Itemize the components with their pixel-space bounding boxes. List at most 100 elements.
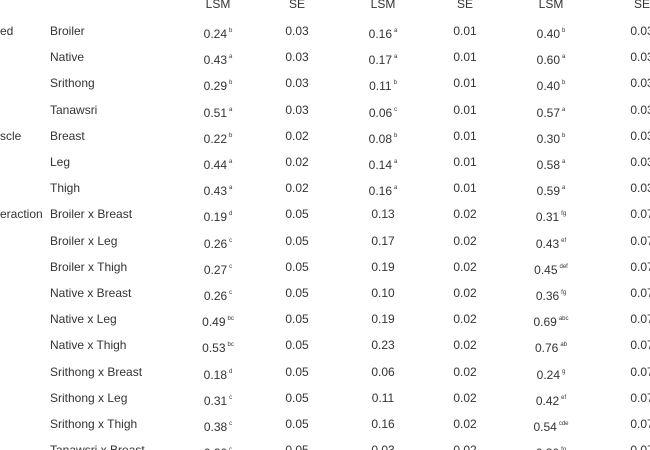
cell: 0.27 c [204, 260, 232, 277]
cell-value: 0.30 [536, 131, 561, 146]
cell-value: 0.03 [630, 102, 650, 117]
row-label: Native x Thigh [50, 338, 127, 353]
cell: 0.02 [453, 365, 476, 379]
cell: 0.02 [453, 338, 476, 352]
cell: 0.19 d [204, 207, 233, 224]
cell-value: 0.40 [536, 27, 561, 41]
cell-value: 0.27 [203, 262, 228, 277]
cell-value: 0.44 [203, 158, 228, 172]
cell-value: 0.06 [371, 364, 395, 379]
row-label: Native x Breast [50, 286, 132, 300]
cell: 0.54 cde [533, 417, 568, 434]
cell-value: 0.11 [371, 390, 395, 405]
cell-value: 0.02 [453, 286, 477, 300]
row-label: Broiler x Thigh [50, 259, 128, 274]
significance-letter: fg [561, 447, 566, 450]
significance-letter: a [394, 159, 398, 165]
cell-value: 0.45 [534, 262, 558, 277]
cell: 0.26 c [204, 286, 232, 303]
cell-value: 0.02 [453, 364, 477, 379]
cell-value: 0.59 [536, 184, 561, 199]
cell: 0.29 b [204, 76, 233, 93]
cell-value: 0.05 [285, 364, 309, 379]
cell-value: 0.03 [285, 24, 309, 38]
cell: 0.03 [630, 181, 650, 195]
row-label: Broiler x Leg [50, 233, 118, 248]
significance-letter: d [229, 368, 233, 375]
cell: 0.05 [285, 391, 308, 405]
cell: 0.02 [453, 260, 476, 274]
cell: 0.19 [371, 260, 394, 274]
cell: 0.31 fg [536, 207, 566, 224]
cell-value: 0.01 [453, 155, 477, 169]
cell: 0.07 [630, 207, 650, 221]
cell-value: 0.06 [368, 105, 393, 120]
cell: 0.10 [371, 286, 394, 300]
cell-value: 0.58 [536, 158, 561, 172]
significance-letter: ef [561, 394, 567, 401]
cell: 0.02 [285, 155, 308, 169]
cell: 0.20c [204, 443, 232, 450]
cell-value: 0.02 [453, 443, 476, 450]
cell-value: 0.02 [453, 417, 477, 431]
cell-value: 0.49 [202, 315, 226, 330]
significance-letter: b [562, 80, 566, 87]
cell-value: 0.30 [536, 446, 559, 450]
cell-value: 0.03 [285, 50, 309, 65]
significance-letter: fg [561, 211, 567, 218]
cell: 0.07 [630, 443, 650, 450]
cell-value: 0.26 [203, 236, 228, 251]
cell-value: 0.19 [203, 210, 228, 225]
group-label: eraction [0, 207, 43, 222]
significance-letter: b [229, 28, 233, 34]
cell: 0.16 a [369, 24, 398, 41]
cell-value: 0.02 [453, 259, 477, 274]
significance-letter: c [229, 421, 233, 427]
cell: 0.03 [630, 103, 650, 117]
cell: 0.38 c [204, 417, 232, 434]
cell: 0.05 [285, 234, 308, 248]
significance-letter: b [394, 132, 398, 139]
significance-letter: cde [558, 421, 569, 427]
cell-value: 0.17 [368, 53, 393, 68]
cell: 0.11 b [369, 76, 397, 93]
cell: 0.22 b [204, 129, 233, 146]
cell-value: 0.43 [535, 236, 560, 251]
cell: 0.01 [453, 50, 476, 64]
cell-value: 0.20 [204, 446, 227, 450]
cell: 0.43 a [204, 50, 233, 67]
cell-value: 0.16 [368, 27, 393, 41]
cell-value: 0.03 [285, 76, 309, 91]
cell: 0.05 [285, 443, 308, 450]
cell: 0.13 [371, 207, 394, 221]
row-label: Srithong x Leg [50, 390, 128, 405]
significance-letter: a [229, 54, 233, 61]
cell: 0.07 [630, 417, 650, 431]
cell: 0.11 [372, 391, 394, 405]
significance-letter: abc [558, 316, 569, 323]
column-header: LSM [538, 0, 564, 11]
cell-value: 0.24 [536, 367, 561, 382]
column-header: LSM [370, 0, 396, 11]
significance-letter: a [394, 185, 398, 192]
cell-value: 0.02 [453, 233, 477, 248]
cell: 0.05 [285, 365, 308, 379]
cell: 0.76 ab [535, 338, 567, 355]
cell: 0.18 d [204, 365, 233, 382]
significance-letter: a [229, 185, 233, 192]
cell-value: 0.01 [453, 181, 477, 196]
row-label: Srithong [50, 76, 95, 91]
cell-value: 0.02 [453, 207, 477, 222]
cell-value: 0.07 [630, 312, 650, 327]
significance-letter: a [229, 159, 233, 165]
significance-letter: c [229, 447, 232, 450]
row-label: Native [50, 50, 85, 65]
cell-value: 0.03 [630, 50, 650, 65]
cell: 0.03 [630, 76, 650, 90]
cell: 0.07 [630, 312, 650, 326]
cell-value: 0.43 [203, 53, 228, 68]
row-label: Broiler [50, 24, 85, 38]
cell-value: 0.05 [285, 443, 308, 450]
cell-value: 0.05 [285, 390, 309, 405]
cell-value: 0.02 [453, 390, 477, 405]
